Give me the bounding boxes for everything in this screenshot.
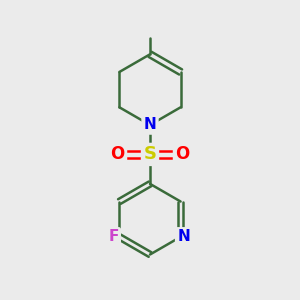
- Text: F: F: [108, 230, 119, 244]
- Text: O: O: [110, 146, 125, 164]
- Text: S: S: [143, 146, 157, 164]
- Text: N: N: [177, 230, 190, 244]
- Text: O: O: [175, 146, 190, 164]
- Text: N: N: [144, 118, 156, 133]
